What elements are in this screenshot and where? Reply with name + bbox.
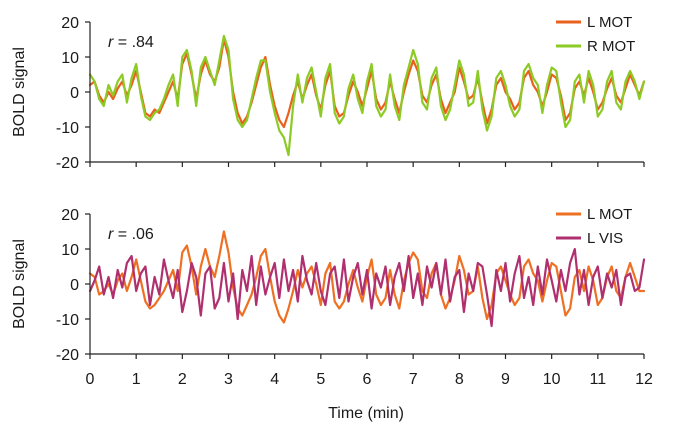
y-tick-label: 20 xyxy=(61,207,79,224)
y-tick-label: 0 xyxy=(70,277,79,294)
x-tick-label: 4 xyxy=(270,371,279,388)
x-tick-label: 5 xyxy=(316,371,325,388)
legend-label: L MOT xyxy=(587,206,632,223)
x-tick-label: 8 xyxy=(455,371,464,388)
x-tick-label: 1 xyxy=(132,371,141,388)
series-line-r-mot xyxy=(88,34,646,157)
y-tick-label: -10 xyxy=(56,120,79,137)
legend-label: L VIS xyxy=(587,230,623,247)
y-axis-label: BOLD signal xyxy=(11,47,28,137)
x-tick-label: 7 xyxy=(409,371,418,388)
y-tick-label: 0 xyxy=(70,85,79,102)
top-panel-lmot-rmot: -20 -10 0 10 20 BOLD signal r = .84 L MOT R MOT xyxy=(11,14,646,172)
legend-label: R MOT xyxy=(587,38,635,55)
y-tick-label: -10 xyxy=(56,312,79,329)
y-tick-label: 10 xyxy=(61,50,79,67)
x-tick-label: 9 xyxy=(501,371,510,388)
y-axis-label: BOLD signal xyxy=(11,239,28,329)
correlation-annotation: r = .84 xyxy=(108,34,154,51)
x-tick-label: 6 xyxy=(363,371,372,388)
series-line-l-vis xyxy=(88,247,646,328)
correlation-annotation: r = .06 xyxy=(108,226,154,243)
x-tick-label: 3 xyxy=(224,371,233,388)
x-tick-label: 12 xyxy=(635,371,653,388)
y-tick-label: 10 xyxy=(61,242,79,259)
y-tick-label: 20 xyxy=(61,15,79,32)
legend-label: L MOT xyxy=(587,14,632,31)
x-tick-label: 11 xyxy=(590,371,607,388)
x-tick-label: 0 xyxy=(86,371,95,388)
y-tick-label: -20 xyxy=(56,155,79,172)
y-tick-label: -20 xyxy=(56,347,79,364)
x-tick-label: 10 xyxy=(543,371,561,388)
x-axis-label: Time (min) xyxy=(328,405,404,422)
x-tick-label: 2 xyxy=(178,371,187,388)
